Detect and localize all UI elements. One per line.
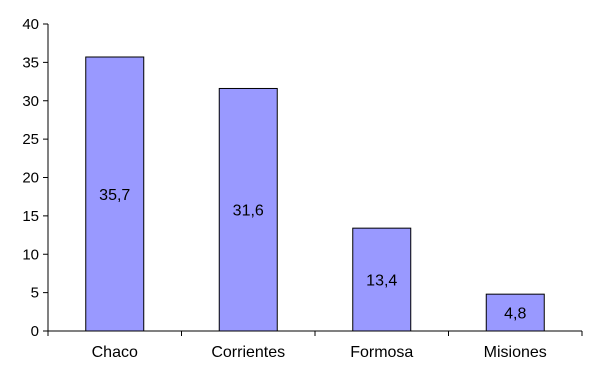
data-label: 4,8	[504, 306, 526, 323]
y-tick-label: 30	[22, 93, 39, 110]
y-tick-label: 15	[22, 208, 39, 225]
y-tick-label: 35	[22, 54, 39, 71]
y-tick-label: 40	[22, 16, 39, 33]
data-label: 35,7	[99, 187, 130, 204]
y-tick-label: 0	[31, 323, 39, 340]
data-label: 13,4	[366, 273, 397, 290]
bar-corrientes	[218, 87, 278, 332]
x-category-label: Misiones	[484, 344, 547, 361]
y-tick-label: 25	[22, 131, 39, 148]
bars: 35,7 31,6 13,4 4,8	[85, 56, 545, 332]
y-axis: 0 5 10 15 20 25 30 35 40	[22, 16, 49, 340]
x-category-label: Formosa	[350, 344, 413, 361]
x-axis: Chaco Corrientes Formosa Misiones	[47, 330, 583, 361]
y-tick-label: 5	[31, 285, 39, 302]
data-label: 31,6	[233, 203, 264, 220]
bar-chaco	[85, 56, 145, 332]
bar-misiones	[485, 293, 545, 332]
x-category-label: Corrientes	[211, 344, 285, 361]
y-tick-label: 10	[22, 246, 39, 263]
y-tick-label: 20	[22, 170, 39, 187]
x-category-label: Chaco	[92, 344, 138, 361]
